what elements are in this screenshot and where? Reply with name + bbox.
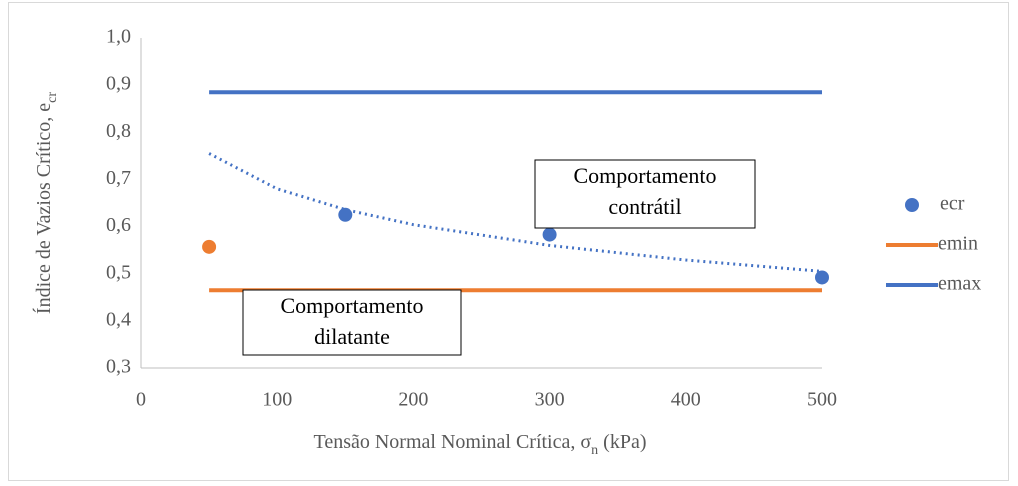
data-point <box>815 270 829 285</box>
y-tick-label: 0,7 <box>106 167 131 189</box>
x-tick-label: 400 <box>671 389 701 411</box>
y-tick-label: 1,0 <box>106 26 131 48</box>
x-tick-label: 200 <box>398 389 428 411</box>
y-tick-label: 0,6 <box>106 214 131 236</box>
legend-label: ecr <box>940 193 965 215</box>
x-tick-label: 0 <box>136 389 146 411</box>
y-axis-label-sub: cr <box>45 92 60 103</box>
legend-label: emin <box>938 233 978 255</box>
legend-marker <box>905 198 919 212</box>
annotation-text: Comportamento <box>281 293 424 318</box>
x-tick-label: 500 <box>807 389 837 411</box>
data-point <box>338 207 353 222</box>
x-tick-label: 100 <box>262 389 292 411</box>
y-tick-label: 0,5 <box>106 261 131 283</box>
legend-label: emax <box>938 273 981 295</box>
data-point <box>202 239 217 254</box>
x-axis-label-unit: (kPa) <box>598 431 646 453</box>
x-axis-label-sub: n <box>591 443 598 458</box>
y-tick-label: 0,8 <box>106 120 131 142</box>
annotation-text: dilatante <box>314 324 390 349</box>
x-axis-label-main: Tensão Normal Nominal Crítica, σ <box>314 431 592 453</box>
annotation-text: contrátil <box>608 194 681 219</box>
x-axis-label: Tensão Normal Nominal Crítica, σn (kPa) <box>314 431 647 458</box>
x-tick-label: 300 <box>535 389 565 411</box>
annotation-box <box>534 159 756 229</box>
y-axis-label: Índice de Vazios Crítico, ecr <box>32 92 60 314</box>
chart-border <box>8 2 1009 481</box>
data-point <box>542 227 557 242</box>
y-tick-label: 0,9 <box>106 73 131 95</box>
y-tick-label: 0,4 <box>106 308 131 330</box>
y-tick-label: 0,3 <box>106 356 131 378</box>
annotation-box <box>242 289 462 356</box>
y-axis-label-main: Índice de Vazios Crítico, e <box>32 103 55 314</box>
trendline <box>208 152 823 273</box>
annotation-text: Comportamento <box>574 163 717 188</box>
